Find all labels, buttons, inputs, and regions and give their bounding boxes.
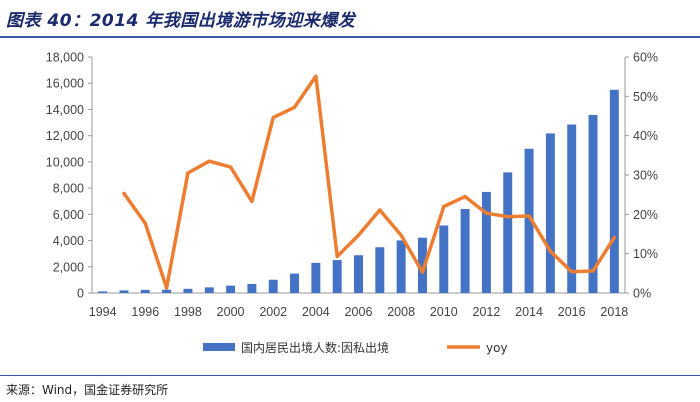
yoy-point <box>143 221 147 225</box>
y-left-tick-label: 16,000 <box>46 77 84 91</box>
yoy-point <box>463 195 467 199</box>
y-left-tick-label: 10,000 <box>46 155 84 169</box>
x-tick-label: 2004 <box>302 305 330 319</box>
x-tick-label: 2010 <box>430 305 458 319</box>
yoy-point <box>420 270 425 274</box>
yoy-point <box>484 211 489 215</box>
yoy-point <box>399 233 403 237</box>
yoy-point <box>335 254 339 259</box>
legend-bar-label: 国内居民出境人数:因私出境 <box>241 340 389 355</box>
bar <box>567 124 577 294</box>
x-tick-label: 2008 <box>387 305 415 319</box>
x-tick-label: 1994 <box>89 305 117 319</box>
yoy-point <box>378 208 382 212</box>
yoy-point <box>250 199 254 203</box>
y-right-tick-label: 30% <box>633 169 658 183</box>
bar <box>609 89 619 294</box>
source-note: 来源：Wind，国金证券研究所 <box>6 383 169 397</box>
bar <box>226 285 236 293</box>
bar <box>290 273 300 293</box>
x-tick-label: 2006 <box>345 305 373 319</box>
y-left-tick-label: 0 <box>77 287 84 301</box>
y-left-tick-label: 12,000 <box>46 129 84 143</box>
bar <box>204 287 214 293</box>
x-tick-label: 2012 <box>473 305 501 319</box>
yoy-point <box>314 74 318 78</box>
bar <box>183 288 193 293</box>
y-right-tick-label: 40% <box>633 129 658 143</box>
source-divider <box>0 375 700 376</box>
x-tick-label: 2018 <box>600 305 628 319</box>
yoy-point <box>527 214 531 218</box>
y-left-tick-label: 14,000 <box>46 103 84 117</box>
yoy-point <box>591 269 595 273</box>
bar <box>247 283 257 293</box>
y-right-tick-label: 60% <box>633 51 658 65</box>
yoy-point <box>271 115 275 120</box>
yoy-line <box>122 74 617 290</box>
y-right-tick-label: 20% <box>633 208 658 222</box>
bar <box>354 255 363 293</box>
bar <box>98 291 108 293</box>
legend-line-label: yoy <box>486 341 508 355</box>
bar <box>481 191 491 293</box>
x-tick-label: 1998 <box>174 305 202 319</box>
title-divider <box>0 36 700 38</box>
yoy-point <box>207 159 211 163</box>
y-left-tick-label: 2,000 <box>53 260 84 274</box>
bar <box>460 208 470 293</box>
yoy-point <box>292 105 297 109</box>
y-left-tick-label: 6,000 <box>53 208 84 222</box>
bar <box>162 289 172 293</box>
legend-bar-swatch <box>203 343 235 351</box>
title-bar: 图表 40：2014 年我国出境游市场迎来爆发 <box>0 0 700 34</box>
yoy-point <box>228 165 233 169</box>
y-right-tick-label: 50% <box>633 90 658 104</box>
bar <box>524 148 534 293</box>
bar <box>375 247 385 293</box>
x-tick-label: 2000 <box>217 305 245 319</box>
yoy-point <box>356 233 361 237</box>
chart-title: 图表 40：2014 年我国出境游市场迎来爆发 <box>6 11 356 31</box>
x-tick-label: 2002 <box>259 305 287 319</box>
y-right-tick-label: 10% <box>633 247 658 261</box>
bar <box>119 290 129 293</box>
x-tick-label: 2014 <box>515 305 543 319</box>
bar <box>439 225 449 293</box>
bar <box>396 240 406 293</box>
yoy-point <box>548 249 552 253</box>
yoy-point <box>442 204 446 209</box>
yoy-point <box>612 235 616 240</box>
bar <box>417 237 427 293</box>
bar <box>268 279 278 293</box>
bar <box>588 114 598 293</box>
yoy-point <box>165 286 169 290</box>
bar <box>140 289 150 293</box>
y-left-tick-label: 8,000 <box>53 182 84 196</box>
x-tick-label: 1996 <box>131 305 159 319</box>
chart-canvas: 0 2,000 4,000 6,000 8,000 10,000 12,000 14,000 1… <box>46 51 658 356</box>
yoy-point <box>122 191 126 196</box>
bar <box>545 133 555 293</box>
y-left-tick-label: 4,000 <box>53 234 84 248</box>
bar <box>311 262 321 293</box>
bar <box>332 260 342 293</box>
x-tick-label: 2016 <box>558 305 586 319</box>
y-right-tick-label: 0% <box>633 287 651 301</box>
bar <box>503 172 513 293</box>
yoy-point <box>506 215 510 219</box>
y-left-tick-label: 18,000 <box>46 51 84 65</box>
yoy-point <box>570 270 574 274</box>
yoy-point <box>186 171 190 175</box>
